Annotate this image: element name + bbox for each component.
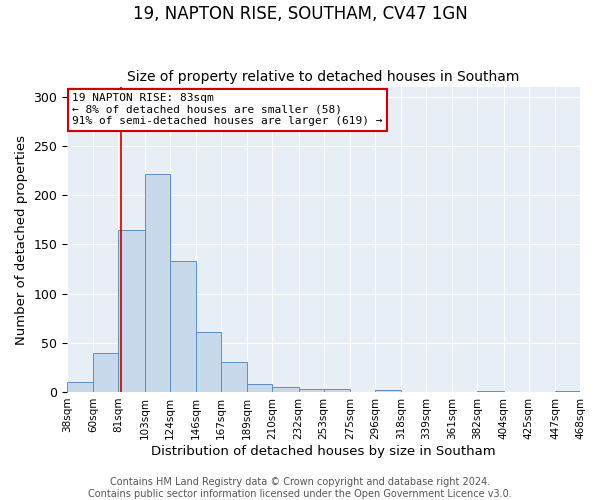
Bar [94,352,118,392]
Text: Contains HM Land Registry data © Crown copyright and database right 2024.
Contai: Contains HM Land Registry data © Crown c… [88,478,512,499]
Text: 19, NAPTON RISE, SOUTHAM, CV47 1GN: 19, NAPTON RISE, SOUTHAM, CV47 1GN [133,5,467,23]
Text: 19 NAPTON RISE: 83sqm
← 8% of detached houses are smaller (58)
91% of semi-detac: 19 NAPTON RISE: 83sqm ← 8% of detached h… [72,93,383,126]
Bar [375,390,401,392]
Bar [145,174,170,392]
Bar [272,387,299,392]
Bar [170,261,196,392]
Bar [67,382,94,392]
Bar [118,230,145,392]
Bar [555,391,580,392]
Bar [196,332,221,392]
X-axis label: Distribution of detached houses by size in Southam: Distribution of detached houses by size … [151,444,496,458]
Bar [299,389,323,392]
Bar [323,389,350,392]
Bar [247,384,272,392]
Title: Size of property relative to detached houses in Southam: Size of property relative to detached ho… [127,70,520,85]
Bar [478,391,503,392]
Y-axis label: Number of detached properties: Number of detached properties [15,134,28,344]
Bar [221,362,247,392]
